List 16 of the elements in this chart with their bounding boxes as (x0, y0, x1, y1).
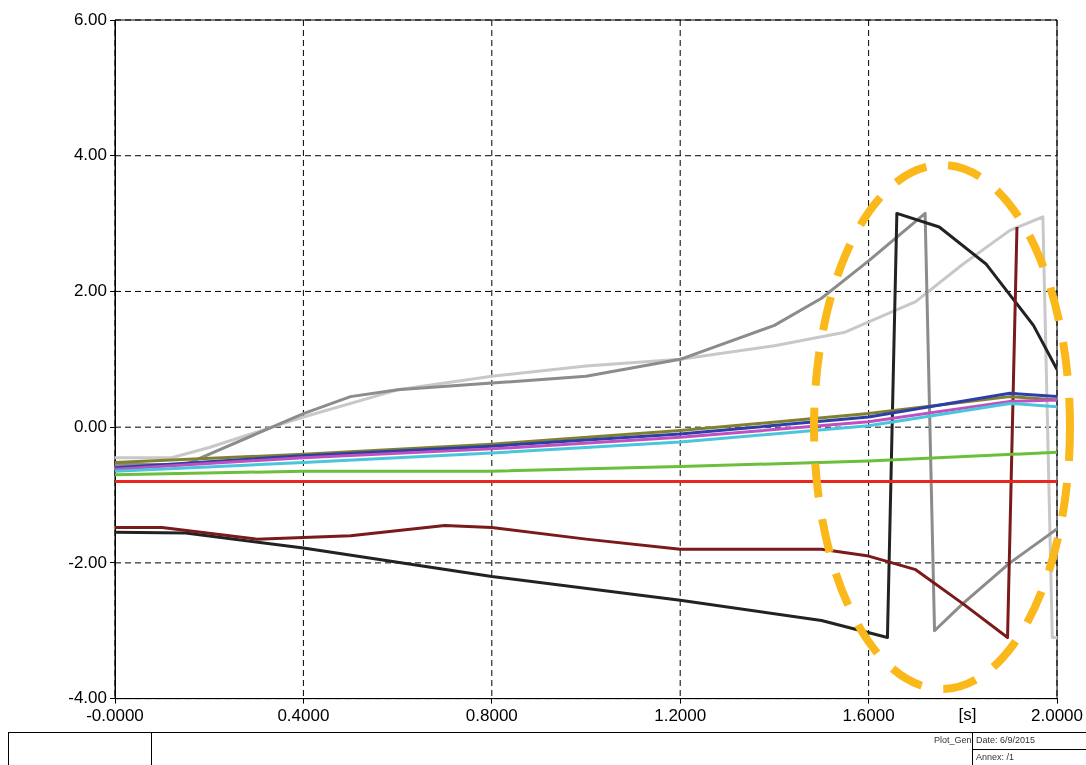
x-axis-title: [s] (958, 704, 977, 724)
text: Annex: /1 (976, 752, 1015, 762)
y-tick-label: 4.00 (73, 145, 107, 165)
x-tick-label: 0.8000 (465, 706, 518, 726)
x-tick-label: 1.6000 (842, 706, 895, 726)
text: Plot_Gen (934, 735, 972, 745)
y-tick-label: -4.00 (68, 688, 107, 708)
x-tick-label: -0.0000 (86, 706, 144, 726)
x-tick-label: 2.0000 (1031, 706, 1083, 726)
y-tick-label: 2.00 (73, 281, 107, 301)
x-tick-label: 1.2000 (654, 706, 707, 726)
y-tick-label: -2.00 (68, 552, 107, 572)
y-tick-label: 6.00 (73, 9, 107, 29)
text: Date: 6/9/2015 (976, 735, 1036, 745)
y-tick-label: 0.00 (73, 416, 107, 436)
x-tick-label: 0.4000 (277, 706, 330, 726)
